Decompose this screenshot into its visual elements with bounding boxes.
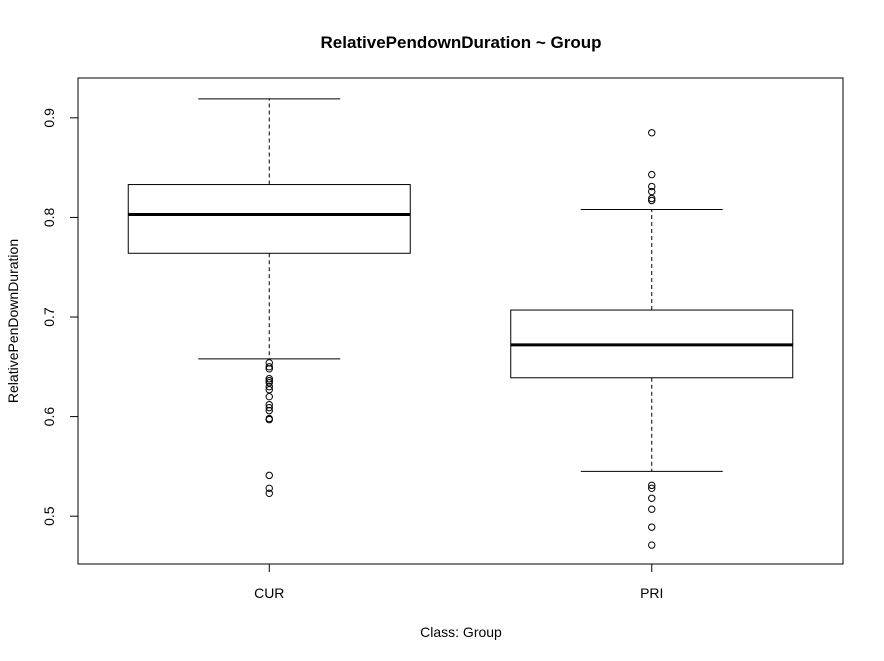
y-tick-label: 0.9 bbox=[41, 108, 57, 128]
y-axis-label: RelativePenDownDuration bbox=[5, 239, 21, 403]
y-tick-label: 0.5 bbox=[41, 506, 57, 526]
y-tick-label: 0.6 bbox=[41, 407, 57, 427]
outlier-point bbox=[265, 386, 273, 394]
outlier-point bbox=[648, 494, 656, 502]
box-cur bbox=[127, 98, 411, 497]
x-tick-label: PRI bbox=[640, 585, 663, 601]
outlier-point bbox=[265, 363, 273, 371]
outlier-point bbox=[648, 194, 656, 203]
outlier-point bbox=[648, 484, 656, 493]
outlier-point bbox=[265, 489, 273, 497]
y-axis: 0.5 0.6 0.7 0.8 0.9 bbox=[41, 108, 79, 526]
box-pri bbox=[510, 129, 794, 549]
outlier-point bbox=[648, 541, 656, 549]
outlier-point bbox=[265, 406, 273, 415]
outlier-point bbox=[648, 523, 656, 531]
outlier-point bbox=[648, 170, 656, 179]
outlier-point bbox=[265, 375, 273, 383]
outlier-point bbox=[265, 365, 273, 373]
x-tick-label: CUR bbox=[254, 585, 284, 601]
outlier-point bbox=[648, 182, 656, 191]
y-tick-label: 0.8 bbox=[41, 207, 57, 227]
x-axis: CUR PRI bbox=[254, 563, 663, 601]
outlier-point bbox=[648, 196, 656, 205]
y-tick-label: 0.7 bbox=[41, 307, 57, 327]
outlier-point bbox=[265, 403, 273, 412]
chart-title: RelativePendownDuration ~ Group bbox=[320, 33, 601, 52]
iqr-box bbox=[127, 184, 411, 254]
x-axis-label: Class: Group bbox=[420, 624, 502, 640]
outlier-point bbox=[265, 484, 273, 493]
outlier-point bbox=[265, 383, 273, 391]
outlier-point bbox=[648, 187, 656, 196]
boxes-group bbox=[127, 98, 794, 549]
outlier-point bbox=[265, 392, 273, 401]
outlier-point bbox=[648, 129, 656, 137]
outlier-point bbox=[265, 379, 273, 387]
outlier-point bbox=[265, 415, 273, 424]
outlier-point bbox=[648, 481, 656, 490]
outlier-point bbox=[265, 471, 273, 480]
outlier-point bbox=[648, 505, 656, 513]
